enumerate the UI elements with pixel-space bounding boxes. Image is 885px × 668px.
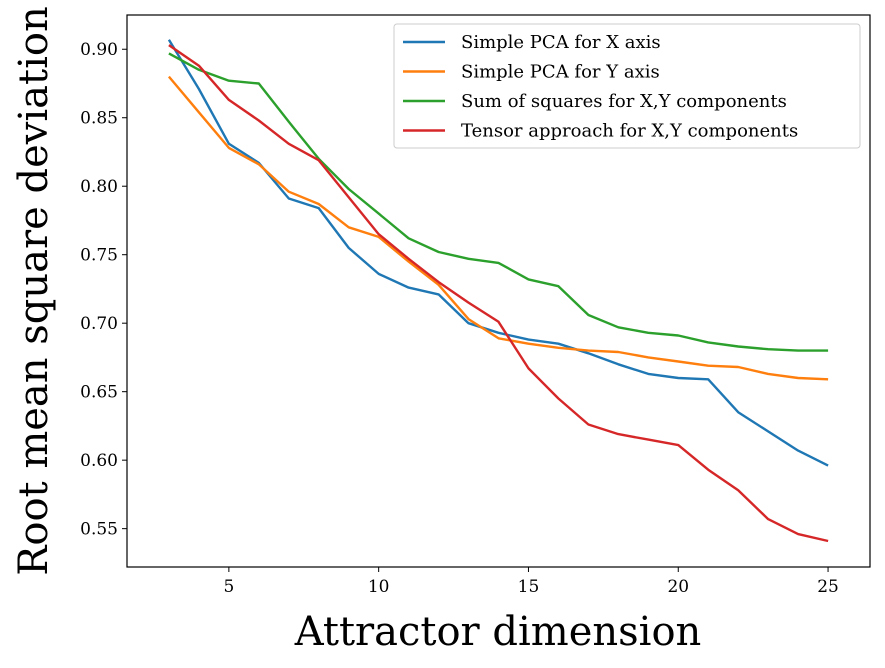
legend-label-2: Simple PCA for Y axis: [461, 62, 660, 83]
y-tick-label: 0.70: [80, 314, 118, 334]
y-tick-label: 0.85: [80, 109, 118, 129]
series-line-2: [167, 75, 829, 381]
y-tick-label: 0.75: [80, 246, 118, 266]
series-line-3: [168, 52, 829, 352]
y-axis-ticks: 0.55 0.60 0.65 0.70 0.75 0.80 0.85 0.90: [80, 40, 127, 540]
plot-frame: [126, 14, 871, 568]
x-tick-label: 25: [817, 577, 839, 597]
y-tick-label: 0.65: [80, 383, 118, 403]
y-tick-label: 0.90: [80, 40, 118, 60]
x-tick-label: 15: [518, 577, 540, 597]
legend-box: [393, 23, 861, 149]
legend-label-1: Simple PCA for X axis: [461, 32, 661, 53]
x-tick-label: 5: [223, 577, 234, 597]
x-tick-label: 20: [667, 577, 689, 597]
series-line-1: [167, 39, 829, 467]
x-axis-label: Attractor dimension: [294, 609, 702, 655]
series-line-4: [168, 44, 829, 543]
x-tick-label: 10: [368, 577, 390, 597]
x-axis-ticks: 5 10 15 20 25: [223, 567, 839, 597]
plot-lines: [167, 39, 829, 543]
y-tick-label: 0.60: [80, 451, 118, 471]
y-tick-label: 0.80: [80, 177, 118, 197]
legend-label-4: Tensor approach for X,Y components: [461, 121, 798, 142]
y-tick-label: 0.55: [80, 520, 118, 540]
legend: Simple PCA for X axis Simple PCA for Y ax…: [393, 23, 861, 149]
y-axis-label: Root mean square deviation: [11, 6, 57, 575]
legend-label-3: Sum of squares for X,Y components: [461, 91, 787, 112]
